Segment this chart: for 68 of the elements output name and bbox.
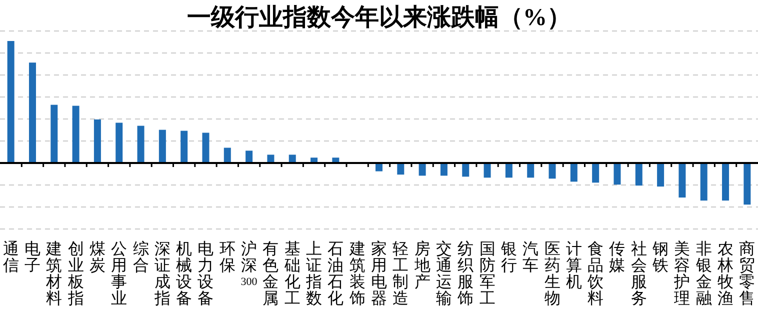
x-tick-label: 机械设备 xyxy=(176,240,192,308)
x-tick-label: 非银金融 xyxy=(694,240,712,308)
bar xyxy=(158,130,166,163)
x-tick-label: 轻工制造 xyxy=(392,241,409,308)
x-tick-label: 银行 xyxy=(500,241,517,274)
bar xyxy=(505,163,512,178)
x-tick-label: 煤炭 xyxy=(89,241,106,274)
bar xyxy=(7,41,14,163)
chart-title: 一级行业指数今年以来涨跌幅（%） xyxy=(187,4,571,31)
bar xyxy=(418,163,426,176)
bar xyxy=(462,163,470,177)
bar xyxy=(570,163,578,182)
bar xyxy=(288,154,296,163)
bar xyxy=(592,163,600,183)
x-tick-label: 计算机 xyxy=(566,240,582,291)
x-tick-label: 有色金属 xyxy=(262,241,279,308)
x-tick-label: 美容护理 xyxy=(673,240,690,308)
bar xyxy=(722,163,730,201)
x-tick-label: 家用电器 xyxy=(371,240,387,308)
bar xyxy=(50,104,58,163)
x-tick-label: 纺织服饰 xyxy=(456,240,474,308)
bar xyxy=(700,163,708,201)
bar xyxy=(267,154,274,163)
x-tick-label: 汽车 xyxy=(522,241,539,274)
bar xyxy=(202,132,210,163)
x-tick-label: 环保 xyxy=(219,241,236,274)
bar xyxy=(397,163,404,175)
x-tick-label: 上证指数 xyxy=(305,240,322,308)
bar xyxy=(28,62,36,163)
bar xyxy=(484,163,491,178)
x-tick-label: 电力设备 xyxy=(198,240,214,308)
bar xyxy=(635,163,642,186)
x-tick-label: 公用事业 xyxy=(111,241,128,308)
x-tick-label: 建筑材料 xyxy=(45,240,62,308)
x-tick-label: 国防军工 xyxy=(479,241,496,308)
bar xyxy=(614,163,621,185)
x-tick-label: 石油石化 xyxy=(328,241,344,308)
bar xyxy=(744,163,751,205)
bar xyxy=(116,122,123,163)
x-tick-label: 基础化工 xyxy=(283,240,300,308)
x-tick-label: 深证成指 xyxy=(153,241,170,308)
x-tick-label: 农林牧渔 xyxy=(716,241,734,308)
x-tick-label: 医药生物 xyxy=(544,241,560,308)
x-tick-label: 通信 xyxy=(2,240,19,274)
bar xyxy=(72,106,80,163)
x-tick-label: 交通运输 xyxy=(436,240,452,308)
bar xyxy=(180,130,188,163)
x-tick-label: 电子 xyxy=(24,240,40,274)
bar xyxy=(527,163,534,178)
bar xyxy=(246,150,253,163)
x-tick-label: 传媒 xyxy=(609,241,626,274)
bar xyxy=(548,163,556,179)
bar xyxy=(657,163,664,187)
bar xyxy=(137,126,144,163)
x-tick-label: 房地产 xyxy=(413,240,430,291)
x-tick-label: 综合 xyxy=(132,240,149,274)
x-tick-label: 社会服务 xyxy=(630,240,647,308)
x-tick-label: 钢铁 xyxy=(652,241,669,274)
x-tick-label: 食品饮料 xyxy=(586,240,604,308)
x-tick-label: 创业板指 xyxy=(66,241,84,308)
bar xyxy=(376,163,382,172)
bar xyxy=(94,119,101,163)
x-tick-label: 商贸零售 xyxy=(739,240,756,308)
bar xyxy=(440,163,448,176)
x-tick-label: 建筑装饰 xyxy=(348,240,366,308)
bar xyxy=(224,148,231,163)
bar xyxy=(678,163,686,198)
x-tick-label: 沪深300 xyxy=(240,240,258,288)
